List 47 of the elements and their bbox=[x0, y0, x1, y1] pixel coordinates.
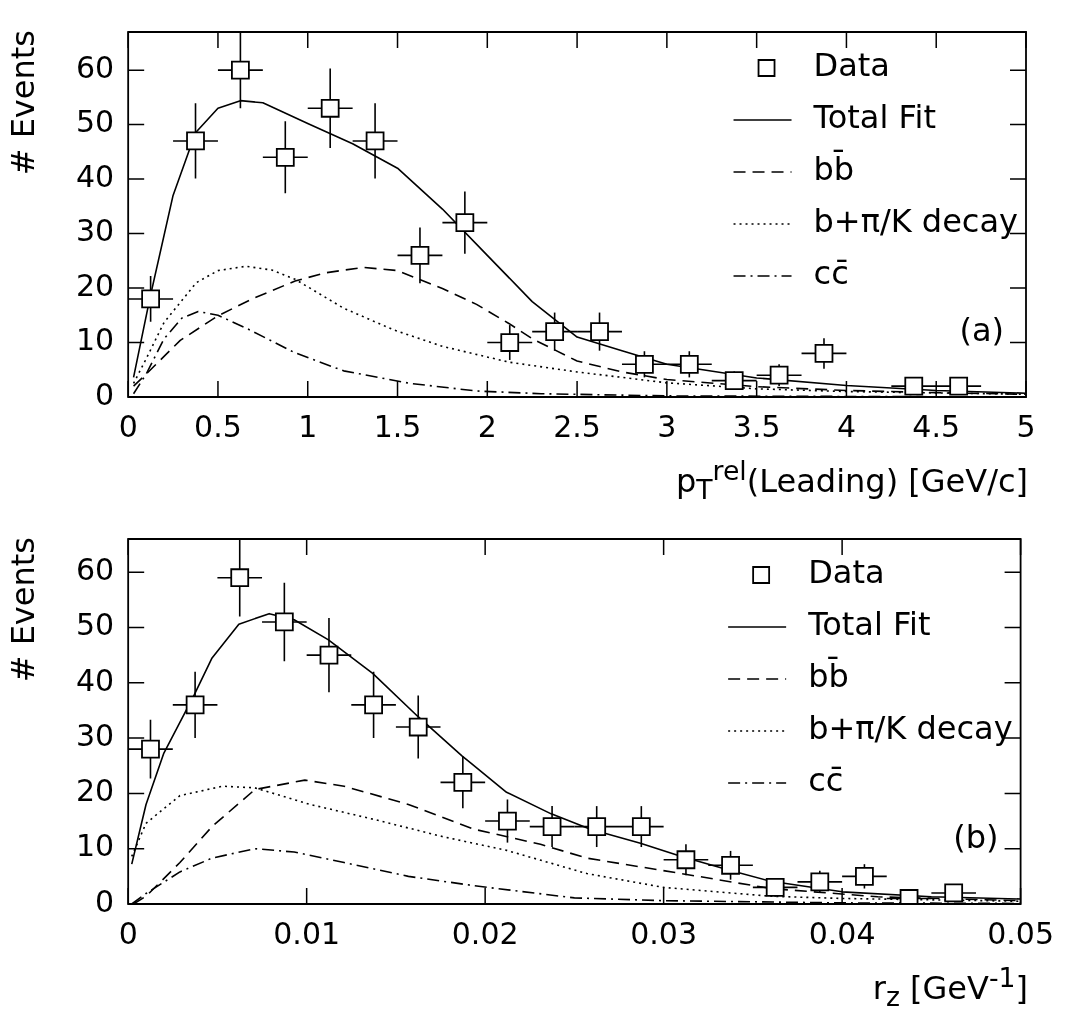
y-tick-label: 10 bbox=[75, 322, 115, 358]
x-tick-label: 1.5 bbox=[373, 408, 422, 444]
y-tick-label: 50 bbox=[75, 104, 115, 140]
annotation: (a) bbox=[959, 311, 1004, 350]
x-tick-label: 5 bbox=[1016, 408, 1036, 444]
x-tick-label: 3 bbox=[657, 408, 677, 444]
x-tick-label: 2.5 bbox=[553, 408, 601, 444]
y-tick-label: 60 bbox=[75, 49, 115, 85]
x-tick-label: 1 bbox=[298, 408, 318, 444]
legend-label: Total Fit bbox=[812, 98, 936, 137]
x-axis-title: r$_{z}$ [GeV$^{-1}$] bbox=[872, 961, 1028, 1012]
legend-label: bb̄ bbox=[813, 149, 855, 189]
y-tick-label: 40 bbox=[75, 158, 115, 194]
legend-label: Data bbox=[808, 553, 885, 592]
legend-label: b+π/K decay bbox=[813, 202, 1018, 241]
annotation: (b) bbox=[953, 818, 999, 857]
x-tick-label: 2 bbox=[477, 408, 497, 444]
y-axis-title: # Events bbox=[4, 537, 42, 683]
legend-label: cc̄ bbox=[808, 761, 844, 800]
x-tick-label: 0.05 bbox=[987, 915, 1054, 951]
x-tick-label: 0 bbox=[118, 915, 138, 951]
y-tick-label: 0 bbox=[95, 883, 115, 919]
legend-label: b+π/K decay bbox=[808, 709, 1013, 748]
x-tick-label: 4.5 bbox=[912, 408, 961, 444]
y-tick-label: 60 bbox=[75, 551, 115, 587]
y-tick-label: 30 bbox=[75, 213, 115, 249]
y-tick-label: 0 bbox=[95, 376, 115, 412]
x-tick-label: 0 bbox=[118, 408, 138, 444]
y-tick-label: 20 bbox=[75, 773, 115, 809]
x-tick-label: 0.02 bbox=[451, 915, 519, 951]
x-tick-label: 4 bbox=[836, 408, 856, 444]
x-tick-label: 0.5 bbox=[194, 408, 242, 444]
x-axis-title: p$_{T}$$^{rel}$(Leading) [GeV/c] bbox=[675, 454, 1028, 505]
x-tick-label: 3.5 bbox=[732, 408, 781, 444]
y-tick-label: 50 bbox=[75, 607, 115, 643]
y-tick-label: 20 bbox=[75, 267, 115, 303]
y-axis-title: # Events bbox=[4, 30, 42, 176]
legend-label: Data bbox=[813, 46, 890, 85]
x-tick-label: 0.04 bbox=[808, 915, 876, 951]
legend-label: Total Fit bbox=[807, 605, 931, 644]
x-tick-label: 0.03 bbox=[630, 915, 698, 951]
y-tick-label: 30 bbox=[75, 717, 115, 753]
y-tick-label: 10 bbox=[75, 828, 115, 864]
legend-label: bb̄ bbox=[808, 656, 849, 696]
x-tick-label: 0.01 bbox=[273, 915, 341, 951]
y-tick-label: 40 bbox=[75, 662, 115, 698]
legend-label: cc̄ bbox=[813, 254, 849, 293]
